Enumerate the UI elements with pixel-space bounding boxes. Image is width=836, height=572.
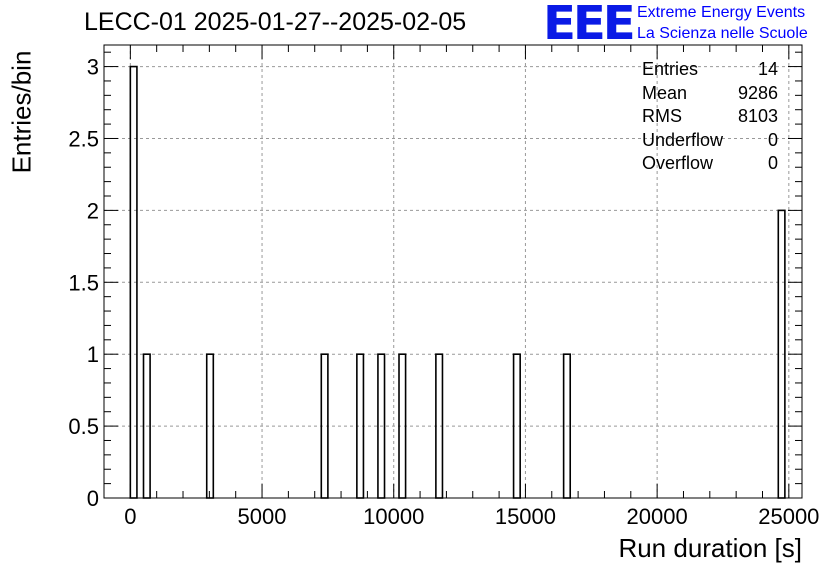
x-tick-label: 15000 <box>495 504 556 529</box>
logo-line-1: Extreme Energy Events <box>637 4 806 21</box>
stat-label: Mean <box>642 82 688 103</box>
y-tick-label: 0 <box>87 486 99 511</box>
y-tick-label: 1.5 <box>68 270 99 295</box>
y-tick-label: 1 <box>87 342 99 367</box>
x-tick-label: 25000 <box>758 504 819 529</box>
stat-label: Entries <box>642 59 699 79</box>
stat-value: 8103 <box>737 106 778 126</box>
eee-logo: EEE <box>543 0 636 50</box>
plot-frame <box>103 44 803 499</box>
stats-box: Entries 14 Mean 9286 RMS 8103 Underflow … <box>642 58 778 176</box>
y-tick-label: 0.5 <box>68 414 99 439</box>
stat-value: 9286 <box>737 82 778 103</box>
stat-label: Overflow <box>642 153 714 173</box>
stat-value: 0 <box>767 129 778 150</box>
stat-value: 14 <box>757 59 778 79</box>
stat-value: 0 <box>767 153 778 173</box>
stat-row-overflow: Overflow 0 <box>642 152 778 176</box>
y-tick-label: 3 <box>87 55 99 80</box>
x-tick-label: 10000 <box>363 504 424 529</box>
logo-line-2: La Scienza nelle Scuole <box>637 25 808 42</box>
y-tick-label: 2.5 <box>68 126 99 151</box>
chart-title: LECC-01 2025-01-27--2025-02-05 <box>84 8 467 36</box>
stat-row-rms: RMS 8103 <box>642 105 778 129</box>
x-tick-label: 20000 <box>627 504 688 529</box>
y-tick-label: 2 <box>87 198 99 223</box>
stat-row-mean: Mean 9286 <box>642 82 778 106</box>
stat-label: Underflow <box>642 129 724 150</box>
x-tick-label: 5000 <box>238 504 287 529</box>
x-axis-label: Run duration [s] <box>618 533 802 563</box>
stat-label: RMS <box>642 106 682 126</box>
stat-row-underflow: Underflow 0 <box>642 129 778 153</box>
x-tick-label: 0 <box>124 504 136 529</box>
stat-row-entries: Entries 14 <box>642 58 778 82</box>
y-axis-label: Entries/bin <box>6 50 37 174</box>
